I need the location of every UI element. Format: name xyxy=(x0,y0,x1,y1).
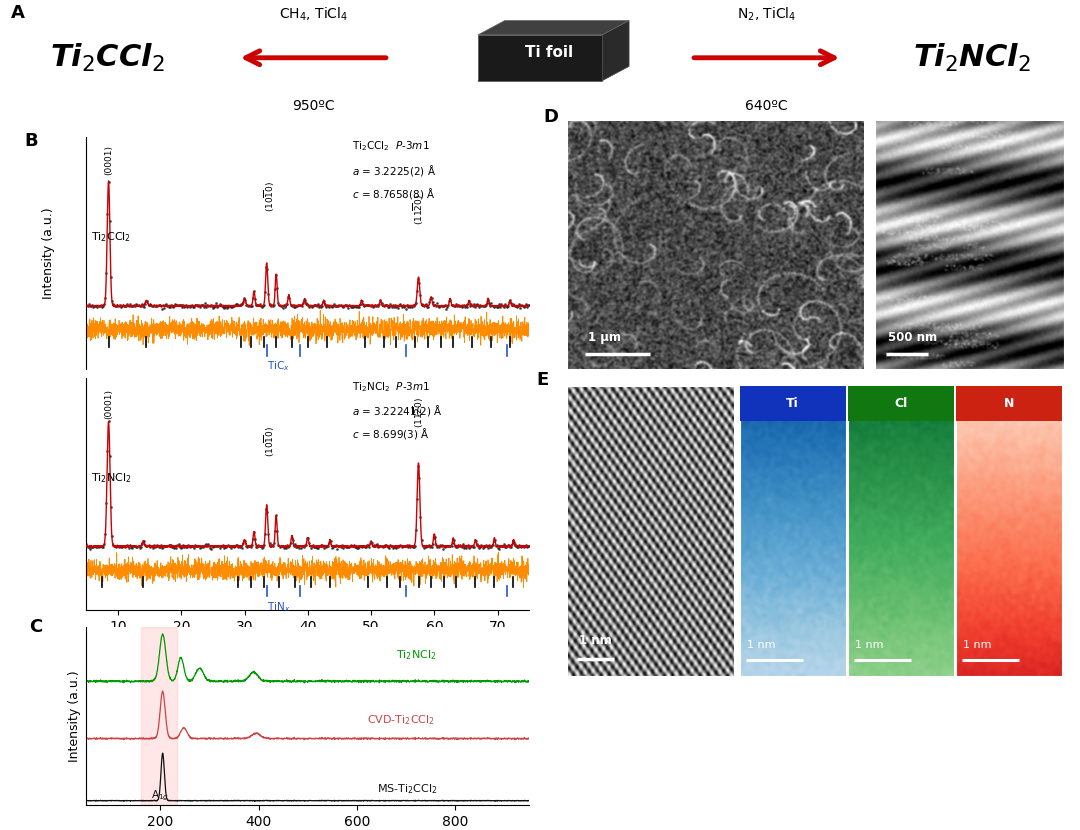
Text: Ti$_2$CCl$_2$: Ti$_2$CCl$_2$ xyxy=(51,42,165,74)
Text: B: B xyxy=(25,132,38,150)
Text: Intensity (a.u.): Intensity (a.u.) xyxy=(42,208,55,299)
Text: A$_{1g}$: A$_{1g}$ xyxy=(151,788,170,803)
Text: 500 nm: 500 nm xyxy=(888,331,937,344)
Text: 1 nm: 1 nm xyxy=(963,640,991,651)
Bar xyxy=(140,627,177,805)
Text: TiC$_x$: TiC$_x$ xyxy=(267,359,289,374)
Text: Ti$_2$NCl$_2$: Ti$_2$NCl$_2$ xyxy=(92,471,132,485)
Text: 1 nm: 1 nm xyxy=(579,634,611,647)
Y-axis label: Intensity (a.u.): Intensity (a.u.) xyxy=(68,670,81,762)
Text: C: C xyxy=(29,618,42,636)
Text: Cl: Cl xyxy=(894,397,907,410)
Text: CVD-Ti$_2$CCl$_2$: CVD-Ti$_2$CCl$_2$ xyxy=(367,713,435,726)
Text: Ti$_2$NCl$_2$: Ti$_2$NCl$_2$ xyxy=(913,42,1031,74)
Text: 1 μm: 1 μm xyxy=(588,331,621,344)
Text: MS-Ti$_2$CCl$_2$: MS-Ti$_2$CCl$_2$ xyxy=(377,782,437,796)
Bar xyxy=(740,386,846,421)
Text: E: E xyxy=(537,372,549,389)
Text: (0001): (0001) xyxy=(104,389,113,419)
Bar xyxy=(848,386,954,421)
Text: D: D xyxy=(543,108,558,126)
Text: $a$ = 3.22241(2) Å: $a$ = 3.22241(2) Å xyxy=(352,403,443,418)
Text: (11$\overline{2}$0): (11$\overline{2}$0) xyxy=(411,193,426,225)
Bar xyxy=(956,386,1062,421)
Polygon shape xyxy=(603,21,629,81)
Text: A: A xyxy=(11,3,25,22)
Text: CH$_4$, TiCl$_4$: CH$_4$, TiCl$_4$ xyxy=(279,6,348,23)
Text: 1 nm: 1 nm xyxy=(747,640,775,651)
Text: (0001): (0001) xyxy=(104,144,113,174)
Text: (10$\overline{1}$0): (10$\overline{1}$0) xyxy=(262,181,276,212)
Text: Ti$_2$NCl$_2$  $P$-3$m$1: Ti$_2$NCl$_2$ $P$-3$m$1 xyxy=(352,380,430,393)
Text: Ti: Ti xyxy=(786,397,799,410)
Text: $c$ = 8.7658(8) Å: $c$ = 8.7658(8) Å xyxy=(352,186,435,201)
X-axis label: 2θ (°): 2θ (°) xyxy=(286,639,329,654)
Text: 950ºC: 950ºC xyxy=(292,99,335,113)
Text: (11$\overline{2}$0): (11$\overline{2}$0) xyxy=(411,397,426,428)
Text: Ti$_2$CCl$_2$: Ti$_2$CCl$_2$ xyxy=(92,231,132,244)
Text: 1 nm: 1 nm xyxy=(855,640,883,651)
Text: Ti$_2$NCl$_2$: Ti$_2$NCl$_2$ xyxy=(396,648,437,662)
Text: N: N xyxy=(1003,397,1014,410)
Polygon shape xyxy=(477,21,629,35)
Polygon shape xyxy=(477,35,603,81)
Text: Ti$_2$CCl$_2$  $P$-3$m$1: Ti$_2$CCl$_2$ $P$-3$m$1 xyxy=(352,139,430,153)
Polygon shape xyxy=(477,66,629,81)
Text: $c$ = 8.699(3) Å: $c$ = 8.699(3) Å xyxy=(352,427,430,442)
Text: 640ºC: 640ºC xyxy=(745,99,788,113)
Text: $a$ = 3.2225(2) Å: $a$ = 3.2225(2) Å xyxy=(352,163,436,178)
Text: Ti foil: Ti foil xyxy=(525,46,572,61)
Text: N$_2$, TiCl$_4$: N$_2$, TiCl$_4$ xyxy=(737,6,797,23)
Text: (10$\overline{1}$0): (10$\overline{1}$0) xyxy=(262,426,276,457)
Text: TiN$_x$: TiN$_x$ xyxy=(267,600,291,614)
